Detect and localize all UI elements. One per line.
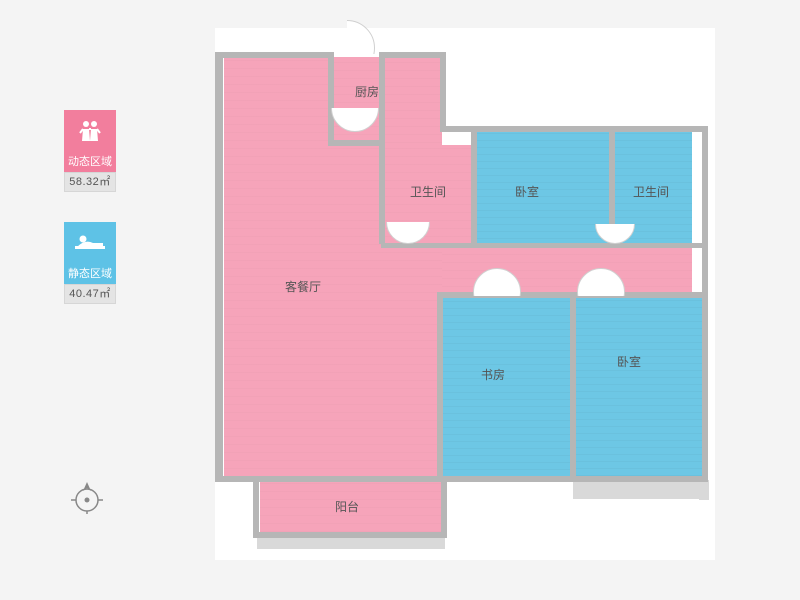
wall	[437, 292, 443, 480]
wall-light	[699, 480, 709, 500]
compass-icon	[70, 480, 104, 514]
wall	[570, 292, 576, 480]
room-label-bath1: 卫生间	[410, 183, 446, 200]
wall	[379, 52, 445, 58]
wall	[437, 476, 708, 482]
wall	[328, 140, 385, 146]
legend-dynamic: 动态区域 58.32㎡	[55, 110, 125, 192]
room-label-balcony: 阳台	[335, 498, 359, 515]
people-icon	[64, 110, 116, 152]
wall	[215, 476, 445, 482]
room-bedroom2: 卧室	[575, 297, 705, 476]
wall	[215, 52, 223, 482]
room-label-bedroom1: 卧室	[515, 183, 539, 200]
wall	[477, 243, 708, 248]
room-bedroom1: 卧室	[477, 131, 610, 246]
wall	[381, 243, 477, 248]
wall	[379, 52, 385, 244]
legend-static-value: 40.47㎡	[64, 284, 116, 304]
room-label-bedroom2: 卧室	[617, 353, 641, 370]
wall	[253, 476, 259, 536]
room-balcony: 阳台	[260, 480, 442, 532]
wall	[441, 476, 447, 536]
wall	[471, 126, 477, 248]
room-label-living: 客餐厅	[285, 278, 321, 295]
legend-dynamic-label: 动态区域	[64, 152, 116, 172]
legend: 动态区域 58.32㎡ 静态区域 40.47㎡	[55, 110, 125, 334]
room-label-bath2: 卫生间	[633, 183, 669, 200]
floorplan: 客餐厅厨房卫生间卧室卫生间书房卧室阳台	[215, 28, 715, 560]
wall-light	[573, 479, 705, 499]
legend-dynamic-value: 58.32㎡	[64, 172, 116, 192]
room-label-kitchen: 厨房	[355, 83, 379, 100]
room-label-study: 书房	[481, 366, 505, 383]
wall-light	[257, 537, 445, 549]
wall	[440, 52, 446, 130]
wall	[702, 126, 708, 482]
wall	[253, 532, 447, 538]
wall	[440, 126, 708, 132]
legend-static-label: 静态区域	[64, 264, 116, 284]
rest-icon	[64, 222, 116, 264]
legend-static: 静态区域 40.47㎡	[55, 222, 125, 304]
room-study: 书房	[442, 297, 573, 477]
wall	[215, 52, 334, 58]
wall	[328, 52, 334, 144]
